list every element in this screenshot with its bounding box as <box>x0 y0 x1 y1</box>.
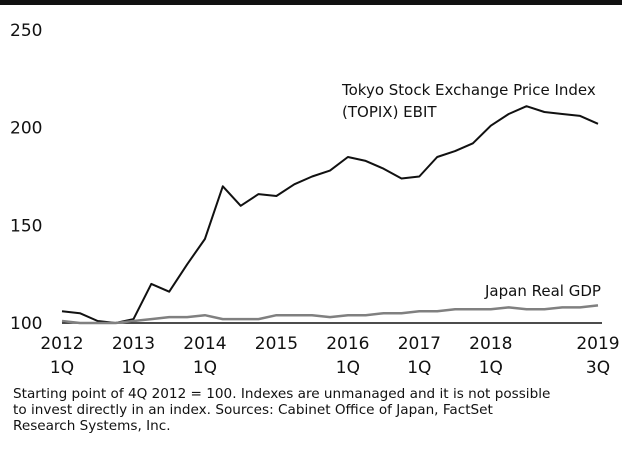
x-tick-quarter-2013: 1Q <box>121 358 145 378</box>
x-axis-ticks: 2012 1Q 2013 1Q 2014 1Q 2015 2016 1Q 2017 1Q 2018 1Q… <box>40 334 619 378</box>
x-tick-year-2014: 2014 <box>183 334 226 354</box>
x-tick-quarter-2018: 1Q <box>479 358 503 378</box>
x-tick-year-2012: 2012 <box>40 334 83 354</box>
series-lines <box>61 105 599 325</box>
top-rule <box>0 0 622 5</box>
topix-ebit-label-line-1: Tokyo Stock Exchange Price Index <box>341 81 596 99</box>
topix-ebit-line <box>61 105 599 324</box>
footnote-line-2: to invest directly in an index. Sources:… <box>13 402 493 418</box>
x-tick-quarter-2017: 1Q <box>407 358 431 378</box>
topix-ebit-label-line-2: (TOPIX) EBIT <box>342 103 437 121</box>
x-tick-quarter-2019: 3Q <box>586 358 610 378</box>
x-tick-year-2017: 2017 <box>398 334 441 354</box>
japan-gdp-label: Japan Real GDP <box>484 282 601 300</box>
footnote-line-3: Research Systems, Inc. <box>13 418 171 434</box>
y-tick-label-150: 150 <box>10 216 42 236</box>
line-chart: 250 200 150 100 2012 1Q 2013 1Q 2014 1Q 2015 2016 1… <box>10 21 620 378</box>
x-tick-year-2019: 2019 <box>576 334 619 354</box>
x-tick-quarter-2012: 1Q <box>50 358 74 378</box>
x-tick-year-2013: 2013 <box>112 334 155 354</box>
y-tick-label-250: 250 <box>10 21 42 41</box>
x-tick-year-2018: 2018 <box>469 334 512 354</box>
x-tick-quarter-2016: 1Q <box>336 358 360 378</box>
japan-real-gdp-line <box>61 304 599 325</box>
x-tick-quarter-2014: 1Q <box>193 358 217 378</box>
y-tick-label-100: 100 <box>10 314 42 334</box>
y-axis-ticks: 250 200 150 100 <box>10 21 42 334</box>
footnote: Starting point of 4Q 2012 = 100. Indexes… <box>13 386 613 434</box>
footnote-line-1: Starting point of 4Q 2012 = 100. Indexes… <box>13 386 551 402</box>
x-tick-year-2016: 2016 <box>326 334 369 354</box>
x-tick-year-2015: 2015 <box>255 334 298 354</box>
y-tick-label-200: 200 <box>10 119 42 139</box>
